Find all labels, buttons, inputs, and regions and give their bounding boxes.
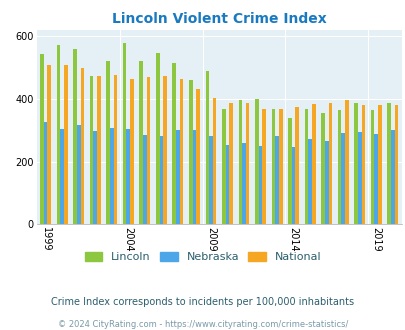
Bar xyxy=(172,63,176,224)
Text: © 2024 CityRating.com - https://www.cityrating.com/crime-statistics/: © 2024 CityRating.com - https://www.city… xyxy=(58,320,347,329)
Bar xyxy=(143,135,146,224)
Bar xyxy=(146,77,150,224)
Bar xyxy=(80,68,84,224)
Bar xyxy=(209,137,212,224)
Bar xyxy=(390,130,394,224)
Bar xyxy=(311,104,315,224)
Bar xyxy=(304,109,308,224)
Bar xyxy=(308,139,311,224)
Bar xyxy=(106,61,110,224)
Bar xyxy=(337,111,341,224)
Bar xyxy=(40,54,44,224)
Bar xyxy=(361,105,364,224)
Bar xyxy=(242,143,245,224)
Bar xyxy=(320,113,324,224)
Bar xyxy=(271,109,275,224)
Bar xyxy=(357,132,361,224)
Bar xyxy=(258,146,262,224)
Bar xyxy=(288,118,291,224)
Bar xyxy=(205,71,209,224)
Bar xyxy=(90,76,93,224)
Bar xyxy=(93,131,97,224)
Bar xyxy=(123,43,126,224)
Bar xyxy=(341,133,344,224)
Bar xyxy=(370,111,373,224)
Bar xyxy=(159,136,163,224)
Bar xyxy=(130,79,133,224)
Bar xyxy=(97,76,100,224)
Bar xyxy=(57,45,60,224)
Bar xyxy=(354,104,357,224)
Bar xyxy=(291,147,295,224)
Bar xyxy=(275,137,278,224)
Bar xyxy=(163,76,166,224)
Bar xyxy=(60,129,64,224)
Bar xyxy=(179,79,183,224)
Bar xyxy=(295,107,298,224)
Bar xyxy=(278,109,282,224)
Bar xyxy=(47,65,51,224)
Bar xyxy=(126,129,130,224)
Bar xyxy=(196,89,199,224)
Bar xyxy=(344,100,348,224)
Bar xyxy=(394,105,397,224)
Title: Lincoln Violent Crime Index: Lincoln Violent Crime Index xyxy=(112,12,326,26)
Bar xyxy=(110,128,113,224)
Bar xyxy=(373,134,377,224)
Bar xyxy=(254,99,258,224)
Text: Crime Index corresponds to incidents per 100,000 inhabitants: Crime Index corresponds to incidents per… xyxy=(51,297,354,307)
Bar xyxy=(139,61,143,224)
Bar xyxy=(328,104,331,224)
Bar xyxy=(176,130,179,224)
Bar xyxy=(188,80,192,224)
Bar xyxy=(324,141,328,224)
Legend: Lincoln, Nebraska, National: Lincoln, Nebraska, National xyxy=(80,248,325,267)
Bar xyxy=(262,109,265,224)
Bar xyxy=(73,49,77,224)
Bar xyxy=(64,65,68,224)
Bar xyxy=(212,98,216,224)
Bar xyxy=(229,103,232,224)
Bar xyxy=(225,145,229,224)
Bar xyxy=(192,130,196,224)
Bar xyxy=(222,109,225,224)
Bar xyxy=(238,100,242,224)
Bar xyxy=(386,104,390,224)
Bar xyxy=(44,122,47,224)
Bar xyxy=(156,53,159,224)
Bar xyxy=(77,125,80,224)
Bar xyxy=(245,103,249,224)
Bar xyxy=(377,105,381,224)
Bar xyxy=(113,75,117,224)
